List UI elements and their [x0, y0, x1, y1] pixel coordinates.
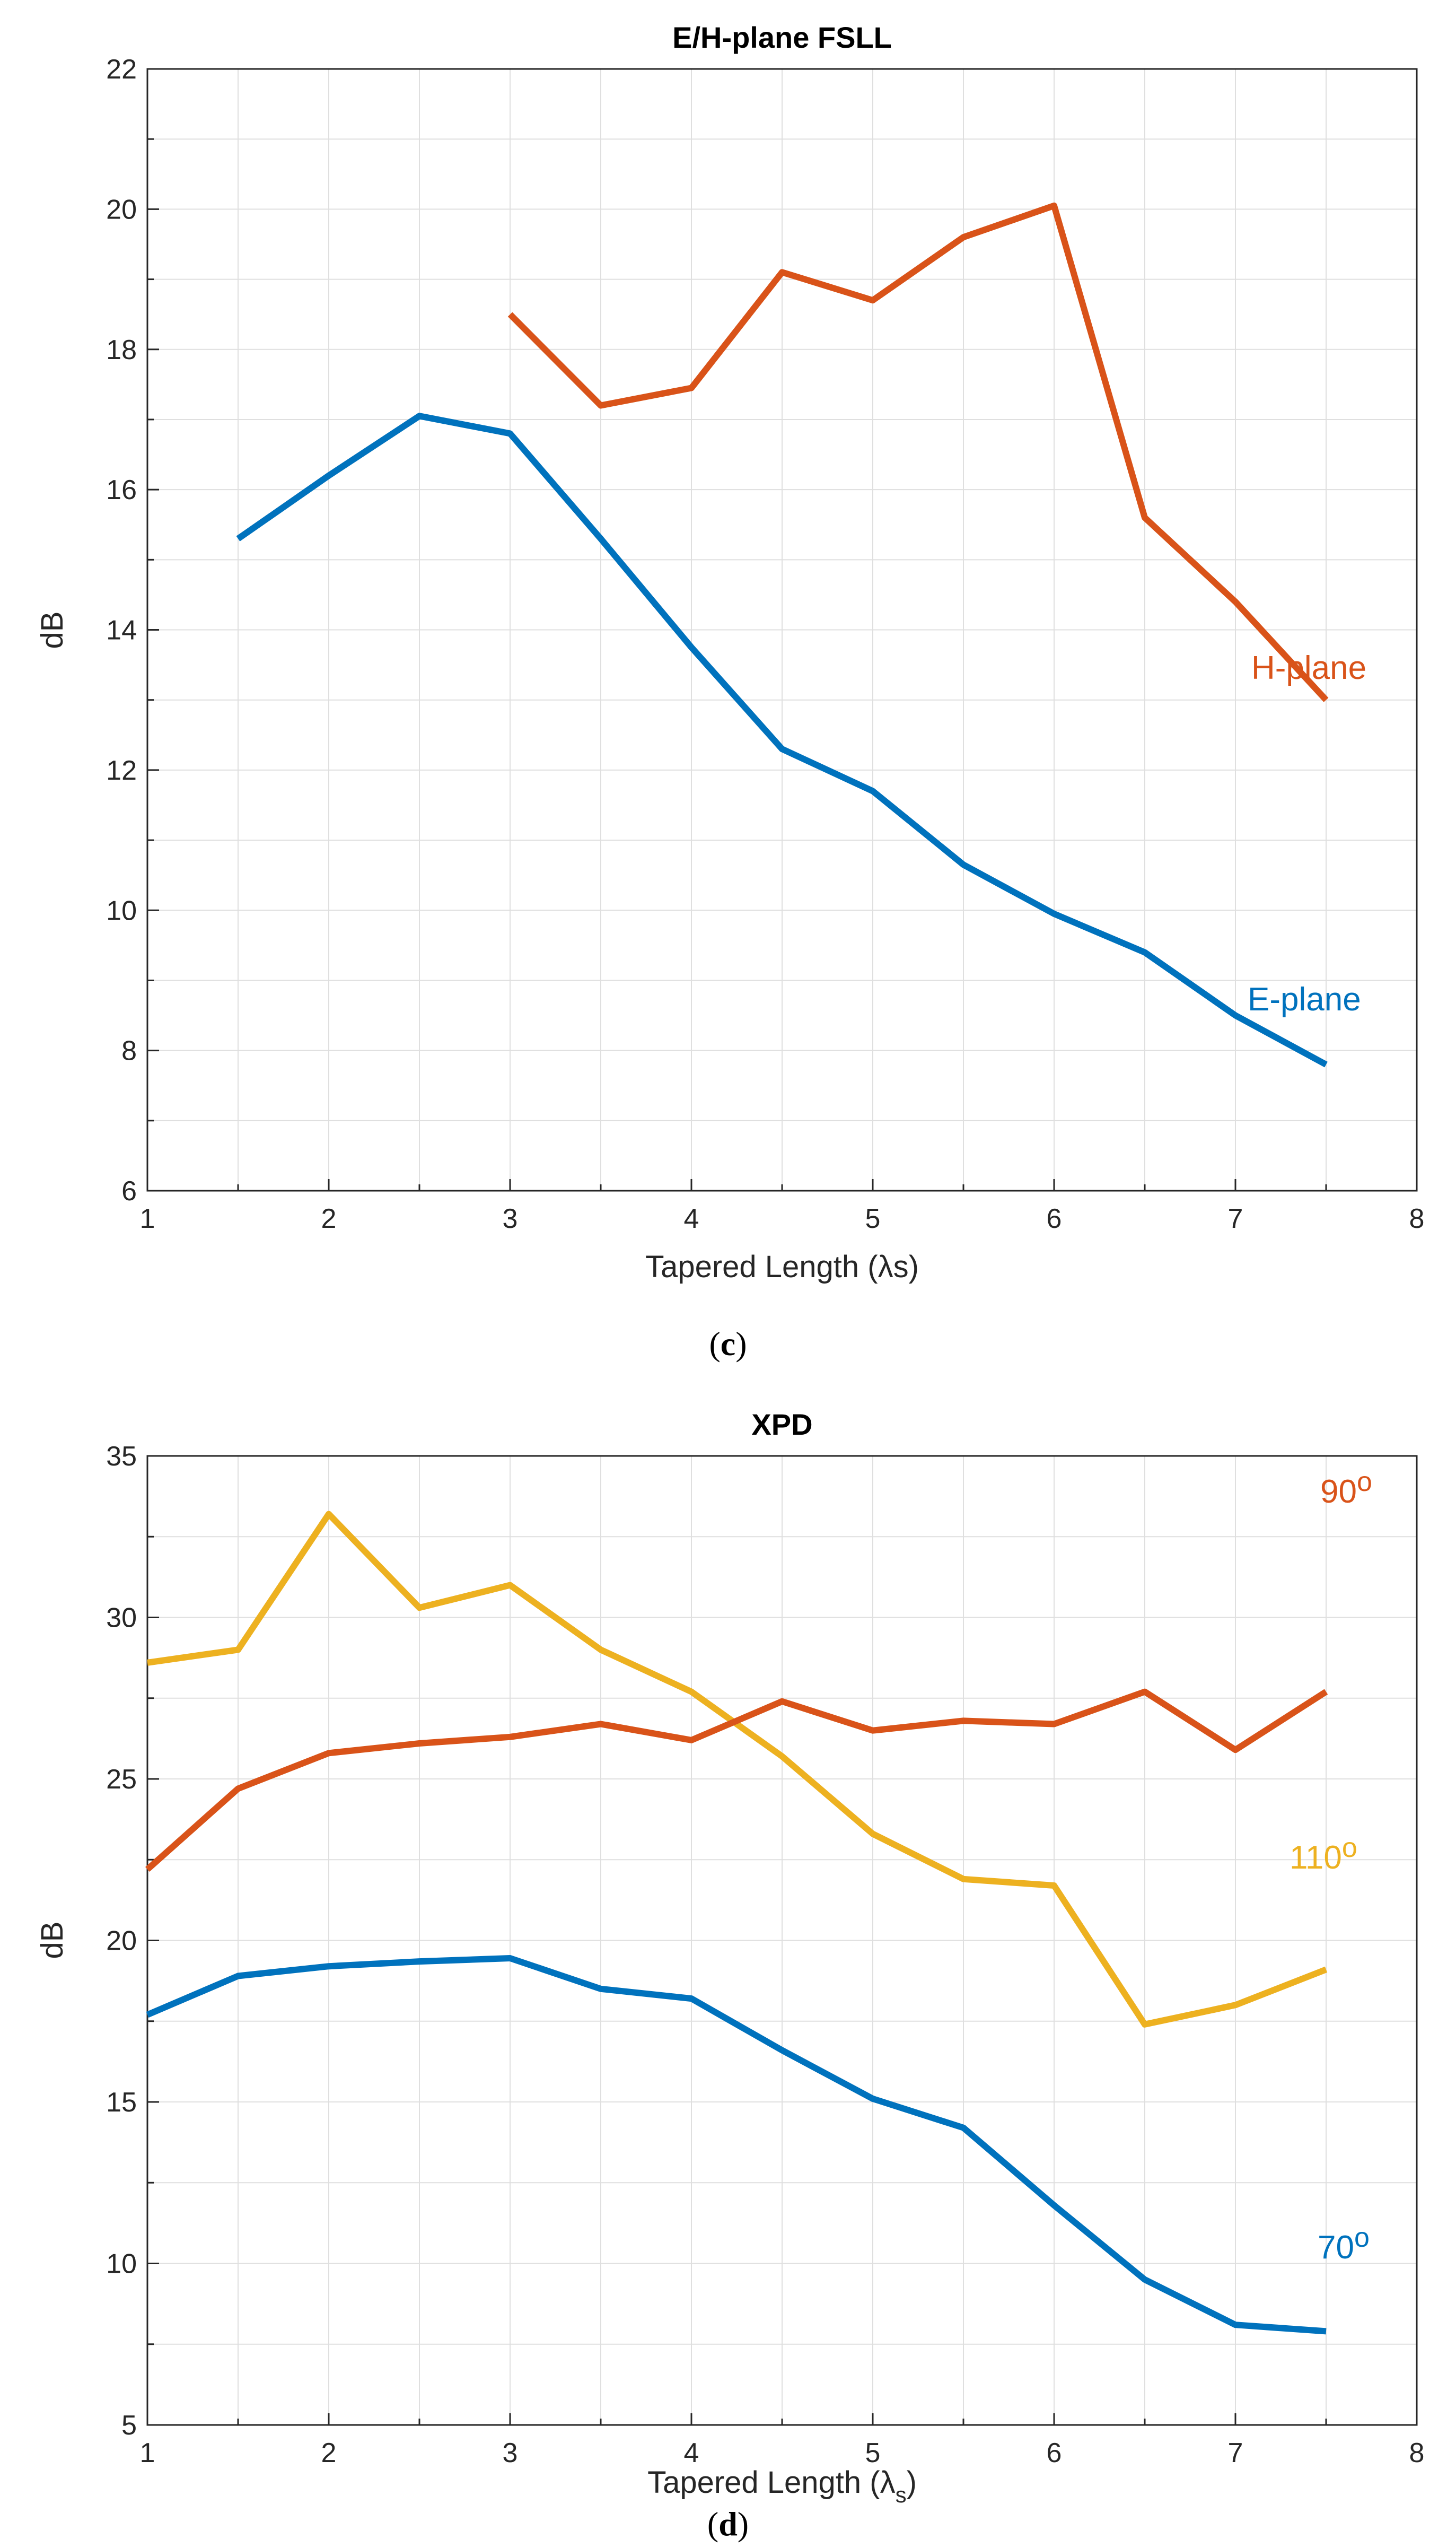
x-tick-label: 2 [321, 1203, 337, 1234]
y-tick-label: 22 [106, 54, 137, 85]
caption-c: (c) [709, 1325, 747, 1363]
series-label-h-plane: H-plane [1251, 650, 1366, 686]
series-label-70: 70o [1318, 2222, 1370, 2266]
series-label-110: 110o [1290, 1833, 1357, 1876]
x-tick-label: 7 [1228, 2438, 1243, 2468]
caption-d-letter: d [718, 2505, 738, 2543]
series-label-90: 90o [1320, 1467, 1372, 1510]
series-label-110-sup: o [1342, 1833, 1357, 1863]
y-tick-label: 30 [106, 1603, 137, 1634]
x-tick-label: 3 [503, 2438, 518, 2468]
y-axis-label: dB [35, 1922, 69, 1959]
y-tick-label: 6 [121, 1176, 137, 1207]
series-line-90o [145, 1688, 1328, 1872]
y-tick-label: 8 [121, 1036, 137, 1067]
x-tick-label: 3 [503, 1203, 518, 1234]
y-tick-label: 16 [106, 475, 137, 505]
y-tick-label: 25 [106, 1764, 137, 1795]
y-tick-label: 12 [106, 755, 137, 786]
x-tick-label: 1 [140, 1203, 155, 1234]
y-tick-label: 14 [106, 615, 137, 646]
x-tick-label: 6 [1047, 2438, 1062, 2468]
y-tick-label: 18 [106, 335, 137, 365]
plot-frame [146, 1455, 1418, 2426]
y-tick-label: 20 [106, 1926, 137, 1957]
x-axis-label-subscript: s [896, 2482, 907, 2507]
caption-d-open: ( [707, 2505, 718, 2543]
x-tick-label: 4 [684, 1203, 699, 1234]
x-tick-label: 7 [1228, 1203, 1243, 1234]
series-label-e-plane: E-plane [1248, 981, 1361, 1018]
y-tick-label: 5 [121, 2410, 137, 2441]
plot-frame [146, 68, 1418, 1192]
x-axis-label-main: Tapered Length (λ [647, 2465, 896, 2500]
chart-title: XPD [751, 1408, 812, 1441]
y-tick-label: 35 [106, 1441, 137, 1472]
x-axis-label: Tapered Length (λs) [647, 2465, 917, 2507]
x-tick-label: 5 [865, 2438, 881, 2468]
chart-panel-xpd: XPD 1 2 3 4 5 6 7 8 5 10 15 20 25 30 35 Tapered Length… [35, 1408, 1424, 2507]
series-label-70-text: 70 [1318, 2229, 1354, 2266]
series-line-70o [146, 1955, 1327, 2335]
chart-title: E/H-plane FSLL [672, 21, 892, 54]
x-tick-label: 2 [321, 2438, 337, 2468]
caption-c-close: ) [735, 1325, 747, 1363]
series-label-70-sup: o [1354, 2222, 1370, 2253]
series-label-90-sup: o [1357, 1467, 1372, 1497]
series-line-e-plane [236, 413, 1328, 1068]
x-tick-label: 1 [140, 2438, 155, 2468]
x-axis-label-close: ) [907, 2465, 917, 2500]
x-tick-label: 8 [1409, 1203, 1425, 1234]
x-axis-label: Tapered Length (λs) [645, 1250, 919, 1284]
y-tick-label: 10 [106, 895, 137, 926]
y-axis-label: dB [35, 612, 69, 649]
chart-panel-fsll: E/H-plane FSLL 1 2 3 4 5 6 7 86810121416182022 … [35, 21, 1424, 1284]
y-tick-label: 15 [106, 2087, 137, 2118]
caption-c-open: ( [709, 1325, 720, 1363]
series-label-110-text: 110 [1290, 1839, 1342, 1876]
x-tick-label: 4 [684, 2438, 699, 2468]
x-tick-label: 6 [1047, 1203, 1062, 1234]
y-tick-label: 20 [106, 194, 137, 225]
y-tick-label: 10 [106, 2249, 137, 2280]
caption-d: (d) [707, 2505, 749, 2543]
x-tick-label: 8 [1409, 2438, 1425, 2468]
series-label-90-text: 90 [1320, 1473, 1357, 1510]
caption-c-letter: c [721, 1325, 735, 1363]
caption-d-close: ) [738, 2505, 749, 2543]
x-tick-label: 5 [865, 1203, 881, 1234]
series-line-h-plane [507, 202, 1329, 702]
